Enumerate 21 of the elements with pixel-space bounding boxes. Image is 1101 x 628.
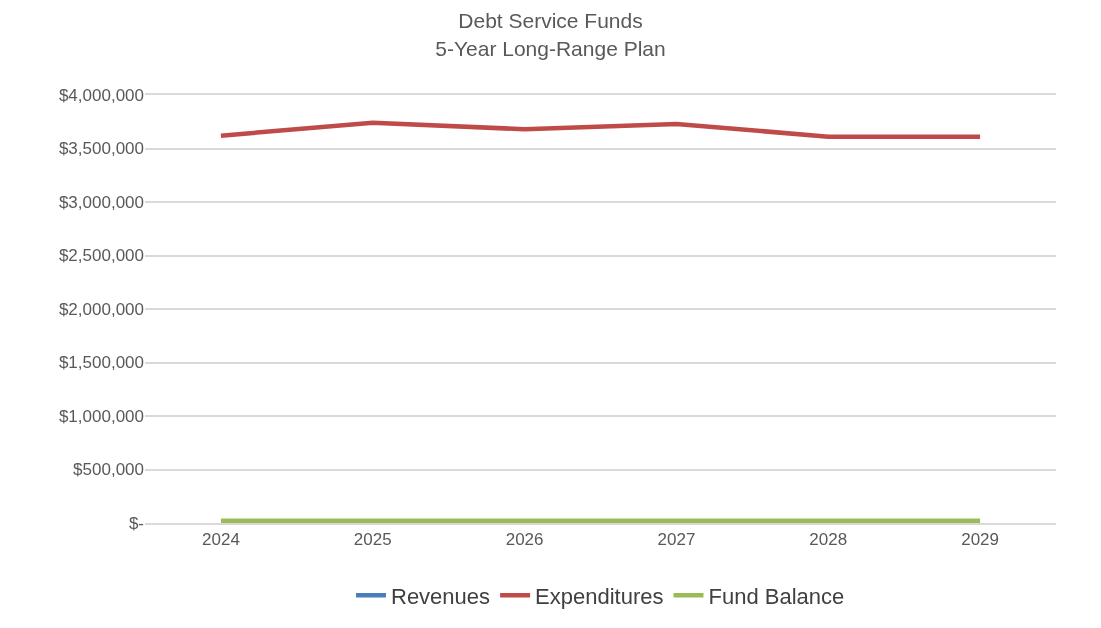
line-series — [218, 120, 983, 139]
y-tick-label: $4,000,000 — [58, 85, 144, 105]
y-tick-label: $500,000 — [73, 460, 144, 480]
x-tick-label: 2029 — [961, 530, 999, 550]
chart-title: Debt Service Funds — [458, 9, 643, 33]
legend-label: Expenditures — [535, 583, 664, 609]
chart-subtitle: 5-Year Long-Range Plan — [435, 36, 666, 60]
legend-label: Revenues — [391, 583, 491, 609]
y-tick-label: $2,500,000 — [58, 246, 144, 266]
x-tick-label: 2024 — [202, 530, 240, 550]
x-tick-label: 2026 — [505, 530, 544, 550]
y-tick-label: $1,000,000 — [58, 406, 144, 426]
legend-label: Fund Balance — [708, 583, 845, 609]
y-tick-label: $2,000,000 — [58, 299, 144, 319]
x-tick-label: 2027 — [657, 530, 696, 550]
y-tick-label: $3,000,000 — [58, 192, 144, 212]
y-tick-label: $3,500,000 — [58, 139, 144, 159]
x-tick-label: 2028 — [809, 530, 848, 550]
x-tick-label: 2025 — [353, 530, 392, 550]
y-tick-label: $- — [128, 513, 144, 533]
y-tick-label: $1,500,000 — [58, 353, 144, 373]
